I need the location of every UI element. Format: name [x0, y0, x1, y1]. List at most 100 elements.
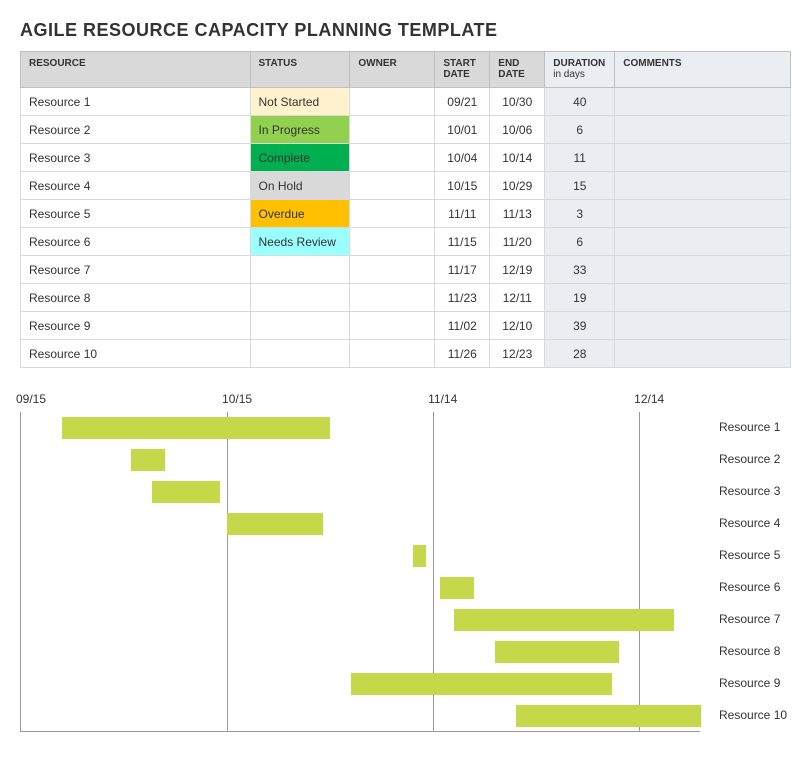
gantt-axis: 09/1510/1511/1412/14	[20, 392, 700, 412]
gantt-bar	[351, 673, 612, 695]
gantt-bar	[454, 609, 674, 631]
cell-start: 11/17	[435, 256, 490, 284]
col-header-owner: OWNER	[350, 52, 435, 88]
gantt-row	[21, 636, 700, 668]
col-header-end: ENDDATE	[490, 52, 545, 88]
gantt-bar	[227, 513, 323, 535]
gantt-row	[21, 572, 700, 604]
cell-end: 12/10	[490, 312, 545, 340]
cell-owner	[350, 88, 435, 116]
cell-end: 11/20	[490, 228, 545, 256]
cell-end: 10/29	[490, 172, 545, 200]
cell-resource: Resource 3	[21, 144, 251, 172]
cell-duration: 28	[545, 340, 615, 368]
gantt-bar-label: Resource 1	[719, 420, 780, 434]
cell-comments	[615, 284, 791, 312]
cell-owner	[350, 228, 435, 256]
gantt-bar-label: Resource 4	[719, 516, 780, 530]
cell-duration: 15	[545, 172, 615, 200]
cell-start: 10/04	[435, 144, 490, 172]
gantt-row	[21, 700, 700, 732]
table-row: Resource 2In Progress 10/0110/066	[21, 116, 791, 144]
cell-start: 11/23	[435, 284, 490, 312]
cell-status: Complete	[250, 144, 350, 172]
gantt-row	[21, 604, 700, 636]
cell-duration: 40	[545, 88, 615, 116]
gantt-bar-label: Resource 6	[719, 580, 780, 594]
cell-start: 10/15	[435, 172, 490, 200]
gantt-bar	[440, 577, 474, 599]
gantt-bar	[495, 641, 619, 663]
cell-start: 11/02	[435, 312, 490, 340]
cell-duration: 3	[545, 200, 615, 228]
gantt-row	[21, 412, 700, 444]
cell-resource: Resource 5	[21, 200, 251, 228]
gantt-axis-tick: 09/15	[16, 392, 46, 406]
table-row: Resource 3Complete 10/0410/1411	[21, 144, 791, 172]
cell-status: Not Started	[250, 88, 350, 116]
cell-resource: Resource 1	[21, 88, 251, 116]
cell-end: 12/23	[490, 340, 545, 368]
cell-comments	[615, 116, 791, 144]
cell-start: 11/15	[435, 228, 490, 256]
col-header-status: STATUS	[250, 52, 350, 88]
cell-end: 10/06	[490, 116, 545, 144]
cell-resource: Resource 7	[21, 256, 251, 284]
cell-comments	[615, 172, 791, 200]
cell-resource: Resource 2	[21, 116, 251, 144]
cell-end: 10/14	[490, 144, 545, 172]
cell-resource: Resource 10	[21, 340, 251, 368]
table-row: Resource 4On Hold10/1510/2915	[21, 172, 791, 200]
cell-resource: Resource 9	[21, 312, 251, 340]
gantt-bar-label: Resource 5	[719, 548, 780, 562]
table-row: Resource 1Not Started 09/2110/3040	[21, 88, 791, 116]
col-header-duration: DURATIONin days	[545, 52, 615, 88]
cell-status: On Hold	[250, 172, 350, 200]
cell-start: 10/01	[435, 116, 490, 144]
cell-start: 11/26	[435, 340, 490, 368]
cell-end: 12/19	[490, 256, 545, 284]
table-row: Resource 9 11/0212/1039	[21, 312, 791, 340]
table-row: Resource 811/2312/1119	[21, 284, 791, 312]
cell-duration: 11	[545, 144, 615, 172]
page-title: AGILE RESOURCE CAPACITY PLANNING TEMPLAT…	[20, 20, 791, 41]
gantt-axis-tick: 11/14	[428, 392, 457, 406]
gantt-row	[21, 508, 700, 540]
cell-status	[250, 284, 350, 312]
gantt-row	[21, 540, 700, 572]
cell-status	[250, 340, 350, 368]
cell-owner	[350, 200, 435, 228]
gantt-bar	[413, 545, 427, 567]
gantt-bar	[152, 481, 221, 503]
table-row: Resource 711/1712/1933	[21, 256, 791, 284]
col-header-comments: COMMENTS	[615, 52, 791, 88]
cell-start: 11/11	[435, 200, 490, 228]
resource-table: RESOURCE STATUS OWNER STARTDATE ENDDATE …	[20, 51, 791, 368]
cell-end: 12/11	[490, 284, 545, 312]
gantt-bar-label: Resource 2	[719, 452, 780, 466]
cell-resource: Resource 8	[21, 284, 251, 312]
gantt-bar-label: Resource 10	[719, 708, 787, 722]
col-header-start: STARTDATE	[435, 52, 490, 88]
cell-owner	[350, 340, 435, 368]
cell-status	[250, 312, 350, 340]
cell-owner	[350, 312, 435, 340]
cell-duration: 6	[545, 116, 615, 144]
cell-start: 09/21	[435, 88, 490, 116]
cell-duration: 39	[545, 312, 615, 340]
cell-comments	[615, 256, 791, 284]
cell-comments	[615, 340, 791, 368]
col-header-resource: RESOURCE	[21, 52, 251, 88]
cell-comments	[615, 88, 791, 116]
gantt-chart: 09/1510/1511/1412/14 Resource 1 Resource …	[20, 392, 791, 732]
cell-comments	[615, 144, 791, 172]
cell-owner	[350, 116, 435, 144]
cell-status: Needs Review	[250, 228, 350, 256]
cell-end: 10/30	[490, 88, 545, 116]
cell-status: In Progress	[250, 116, 350, 144]
cell-owner	[350, 172, 435, 200]
gantt-bar	[516, 705, 701, 727]
gantt-bar	[62, 417, 330, 439]
cell-resource: Resource 6	[21, 228, 251, 256]
table-row: Resource 10 11/2612/2328	[21, 340, 791, 368]
